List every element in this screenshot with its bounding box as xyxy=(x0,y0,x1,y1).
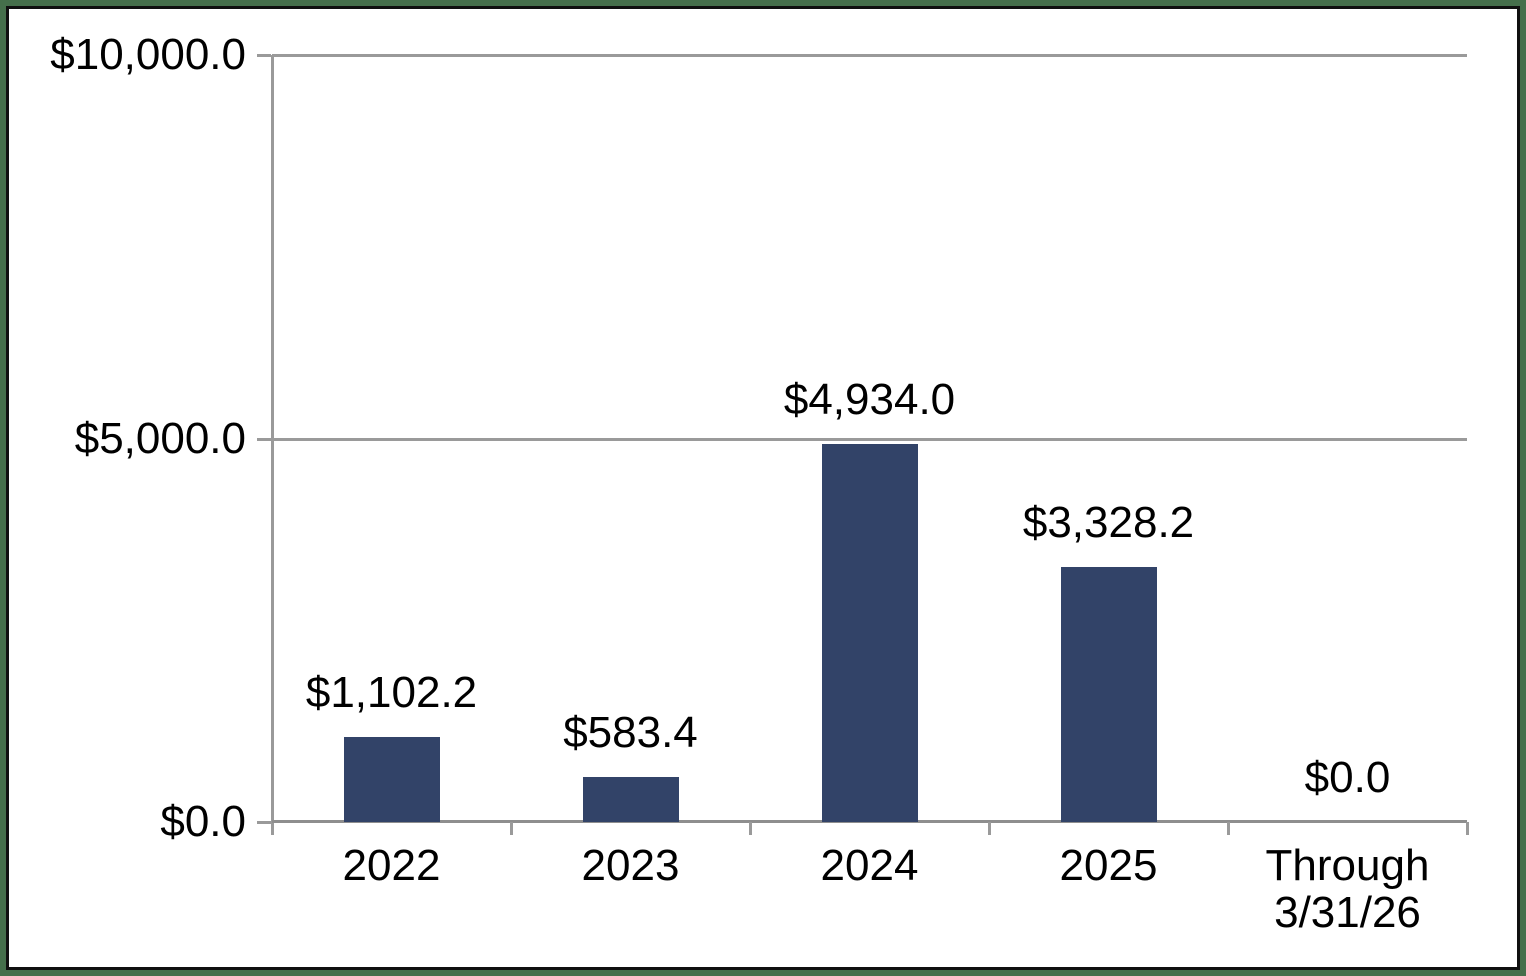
bar xyxy=(582,777,679,822)
y-axis-label: $0.0 xyxy=(160,797,246,846)
category-label: Through 3/31/26 xyxy=(1265,841,1430,937)
y-axis-tick xyxy=(257,821,271,824)
data-label: $4,934.0 xyxy=(783,374,956,424)
data-label: $0.0 xyxy=(1304,753,1391,802)
chart-surface xyxy=(6,6,1520,970)
x-axis-tick xyxy=(749,822,752,835)
gridline xyxy=(272,54,1467,57)
data-label: $583.4 xyxy=(563,708,698,758)
x-axis-tick xyxy=(988,822,991,835)
y-axis-line xyxy=(271,55,274,835)
x-axis-tick xyxy=(1466,822,1469,835)
category-label: 2025 xyxy=(1059,841,1158,890)
bar xyxy=(343,737,440,822)
bar xyxy=(1060,566,1157,822)
data-label: $3,328.2 xyxy=(1022,497,1195,547)
y-axis-tick xyxy=(257,437,271,441)
y-axis-tick xyxy=(257,54,271,57)
y-axis-label: $10,000.0 xyxy=(50,30,246,79)
bar xyxy=(821,443,918,822)
plot-area: $1,102.2 2022 $583.4 2023 $4,934.0 2024 $3,328… xyxy=(257,54,1469,936)
category-label: 2023 xyxy=(581,841,680,890)
x-axis-tick xyxy=(1227,822,1230,835)
gridline xyxy=(272,437,1467,441)
data-label: $1,102.2 xyxy=(305,668,478,718)
category-label: 2022 xyxy=(342,841,441,890)
y-axis-label: $5,000.0 xyxy=(74,413,246,463)
category-label: 2024 xyxy=(820,841,919,890)
x-axis-tick xyxy=(510,822,513,835)
